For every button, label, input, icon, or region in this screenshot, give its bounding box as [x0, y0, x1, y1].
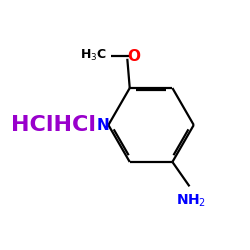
- Text: N: N: [97, 118, 110, 132]
- Text: O: O: [127, 49, 140, 64]
- Text: HClHCl: HClHCl: [11, 115, 96, 135]
- Text: H$_3$C: H$_3$C: [80, 48, 106, 63]
- Text: NH$_2$: NH$_2$: [176, 192, 206, 209]
